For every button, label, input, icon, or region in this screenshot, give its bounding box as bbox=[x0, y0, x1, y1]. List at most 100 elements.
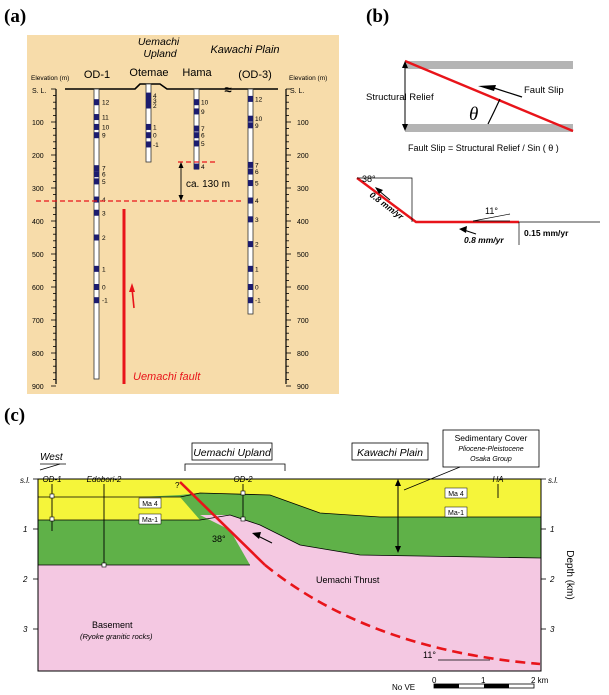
uemachi-thrust-dashed bbox=[264, 563, 541, 666]
marine-clay-unit bbox=[146, 102, 151, 109]
marine-clay-unit bbox=[248, 180, 253, 187]
panel-c-label: (c) bbox=[4, 405, 25, 426]
axis-tick-label: 800 bbox=[297, 351, 309, 358]
offset-arrow-up bbox=[178, 162, 184, 168]
marine-clay-label: 6 bbox=[102, 172, 106, 179]
axis-break-symbol: ≈ bbox=[224, 82, 231, 97]
well-ha-label: HA bbox=[492, 475, 503, 484]
marine-clay-unit bbox=[248, 297, 253, 304]
marine-clay-label: 2 bbox=[153, 103, 157, 110]
marine-clay-label: -1 bbox=[102, 298, 108, 305]
marine-clay-units: 121110976543210-143210-11097654121097654… bbox=[94, 92, 263, 305]
kawachi-plain-c-label: Kawachi Plain bbox=[357, 447, 423, 459]
well-od3-label: (OD-3) bbox=[238, 69, 272, 81]
axis-tick-label: 200 bbox=[297, 153, 309, 160]
steep-slip-arrowhead bbox=[375, 187, 383, 194]
green-layer-west-lower bbox=[38, 520, 250, 565]
marine-clay-label: 12 bbox=[255, 96, 263, 103]
uemachi-upland-box bbox=[191, 442, 273, 461]
uemachi-thrust-label: Uemachi Thrust bbox=[316, 575, 380, 585]
steep-angle-reference bbox=[357, 177, 413, 222]
marine-clay-unit bbox=[94, 171, 99, 178]
marine-clay-label: -1 bbox=[255, 298, 261, 305]
depth-axis: 1 1 2 2 3 3 bbox=[22, 478, 555, 634]
thrust-slip-arrowhead bbox=[252, 532, 261, 539]
marine-clay-label: 11 bbox=[102, 115, 109, 122]
left-elevation-label: Elevation (m) bbox=[31, 75, 69, 82]
lower-layer-bar bbox=[405, 124, 573, 132]
no-ve-label: No VE bbox=[392, 683, 415, 692]
well-od2-ma4-marker bbox=[240, 490, 246, 496]
marine-clay-label: -1 bbox=[153, 142, 159, 149]
left-sl-label: S. L. bbox=[32, 88, 46, 95]
marine-clay-label: 1 bbox=[153, 124, 157, 131]
marine-clay-label: 10 bbox=[102, 124, 110, 131]
scale-tick-2: 2 km bbox=[531, 676, 549, 685]
ryoke-label: (Ryoke granitic rocks) bbox=[80, 632, 153, 641]
marine-clay-label: 9 bbox=[201, 109, 205, 116]
axis-tick-label: 500 bbox=[32, 252, 44, 259]
kawachi-plain-box bbox=[351, 442, 429, 461]
ma4-west-box bbox=[138, 497, 162, 509]
marine-clay-unit bbox=[146, 141, 151, 148]
axis-tick-label: 600 bbox=[32, 285, 44, 292]
shallow-slip-arrowhead bbox=[459, 226, 467, 233]
marine-clay-unit bbox=[146, 132, 151, 139]
marine-clay-label: 5 bbox=[201, 141, 205, 148]
shallow-angle-line bbox=[472, 213, 511, 222]
ma1-east-box bbox=[444, 506, 468, 518]
sedimentary-cover-label: Sedimentary Cover bbox=[455, 433, 528, 443]
marine-clay-label: 3 bbox=[102, 210, 106, 217]
well-od1-ma1-marker bbox=[49, 516, 55, 522]
ma4-west-label: Ma 4 bbox=[142, 501, 158, 508]
axis-tick-label: 500 bbox=[297, 252, 309, 259]
uemachi-fault-label: Uemachi fault bbox=[133, 371, 201, 383]
marine-clay-label: 5 bbox=[102, 179, 106, 186]
marine-clay-label: 0 bbox=[153, 133, 157, 140]
marine-clay-unit bbox=[194, 108, 199, 115]
marine-clay-unit bbox=[248, 216, 253, 223]
marine-clay-unit bbox=[248, 115, 253, 122]
marine-clay-unit bbox=[94, 234, 99, 241]
ma4-east-box bbox=[444, 487, 468, 499]
axis-tick-label: 700 bbox=[32, 318, 44, 325]
marine-clay-label: 1 bbox=[255, 266, 259, 273]
marine-clay-unit bbox=[94, 297, 99, 304]
marine-clay-label: 3 bbox=[153, 98, 157, 105]
marine-clay-label: 2 bbox=[255, 242, 259, 249]
sl-left-label: s.l. bbox=[20, 476, 30, 485]
slip-equation: Fault Slip = Structural Relief / Sin ( θ… bbox=[408, 143, 559, 153]
marine-clay-label: 7 bbox=[255, 162, 259, 169]
cover-leader-line bbox=[403, 466, 461, 491]
well-otemae-label: Otemae bbox=[129, 67, 168, 79]
marine-clay-unit bbox=[94, 123, 99, 130]
marine-clay-unit bbox=[94, 196, 99, 203]
marine-clay-label: 4 bbox=[201, 164, 205, 171]
depth-tick-label-left: 3 bbox=[23, 625, 28, 634]
ma1-west-box bbox=[138, 513, 162, 525]
fault-plane-line bbox=[404, 59, 574, 133]
ma1-east-label: Ma-1 bbox=[448, 510, 464, 517]
marine-clay-unit bbox=[94, 132, 99, 139]
basement-label: Basement bbox=[92, 620, 133, 630]
marine-clay-unit bbox=[248, 241, 253, 248]
marine-clay-unit bbox=[94, 165, 99, 172]
relief-arrow-up bbox=[402, 61, 408, 68]
osaka-group-label: Osaka Group bbox=[470, 456, 512, 463]
well-od1-ma4-marker bbox=[49, 493, 55, 499]
thrust-question-mark: ? bbox=[175, 481, 180, 490]
marine-clay-label: 5 bbox=[255, 181, 259, 188]
marine-clay-label: 7 bbox=[102, 166, 106, 173]
scale-bar-seg-1 bbox=[434, 684, 459, 688]
fault-slip-arrowhead bbox=[129, 283, 135, 292]
well-od1-label: OD-1 bbox=[84, 69, 110, 81]
angle-11-label: 11° bbox=[485, 206, 498, 216]
depth-tick-label-right: 2 bbox=[549, 575, 555, 584]
uemachi-upland-header: Uemachi Upland bbox=[138, 36, 182, 60]
relief-arrow-down bbox=[402, 124, 408, 131]
marine-clay-unit bbox=[146, 97, 151, 104]
well-hama-label: Hama bbox=[182, 67, 212, 79]
panel-b-label: (b) bbox=[366, 6, 389, 27]
ma1-horizon bbox=[38, 514, 542, 559]
